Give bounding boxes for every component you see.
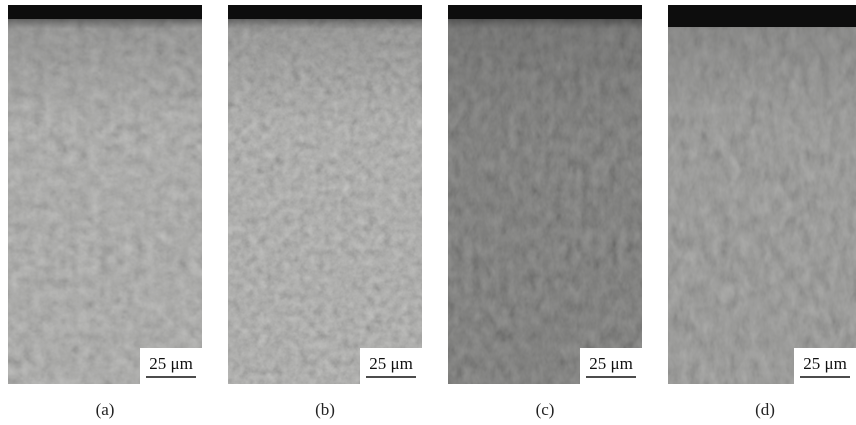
micrograph-panel: 25 μm (b) [228, 5, 422, 419]
scale-bar-label: 25 μm [149, 354, 193, 373]
micrograph-surface [668, 5, 856, 27]
micrograph-top-edge [228, 5, 422, 125]
scale-bar-label: 25 μm [589, 354, 633, 373]
scale-bar-label: 25 μm [803, 354, 847, 373]
micrograph-surface [448, 5, 642, 19]
panel-label: (d) [755, 400, 775, 419]
micrograph-surface [228, 5, 422, 19]
panel-label: (c) [536, 400, 555, 419]
micrograph-panel: 25 μm (c) [448, 5, 642, 419]
micrograph-surface [8, 5, 202, 19]
scale-bar-label: 25 μm [369, 354, 413, 373]
figure: 25 μm (a) 25 μm (b) 25 μm (c) 25 μm (d) [0, 0, 856, 425]
page: 25 μm(a)25 μm(b)25 μm(c)25 μm(d) (() => … [0, 0, 856, 425]
micrograph-panel: 25 μm (a) [8, 5, 202, 419]
panel-label: (b) [315, 400, 335, 419]
micrograph-top-edge [8, 5, 202, 125]
panel-label: (a) [96, 400, 115, 419]
micrograph-panel: 25 μm (d) [668, 5, 856, 419]
micrograph-top-edge [448, 5, 642, 125]
